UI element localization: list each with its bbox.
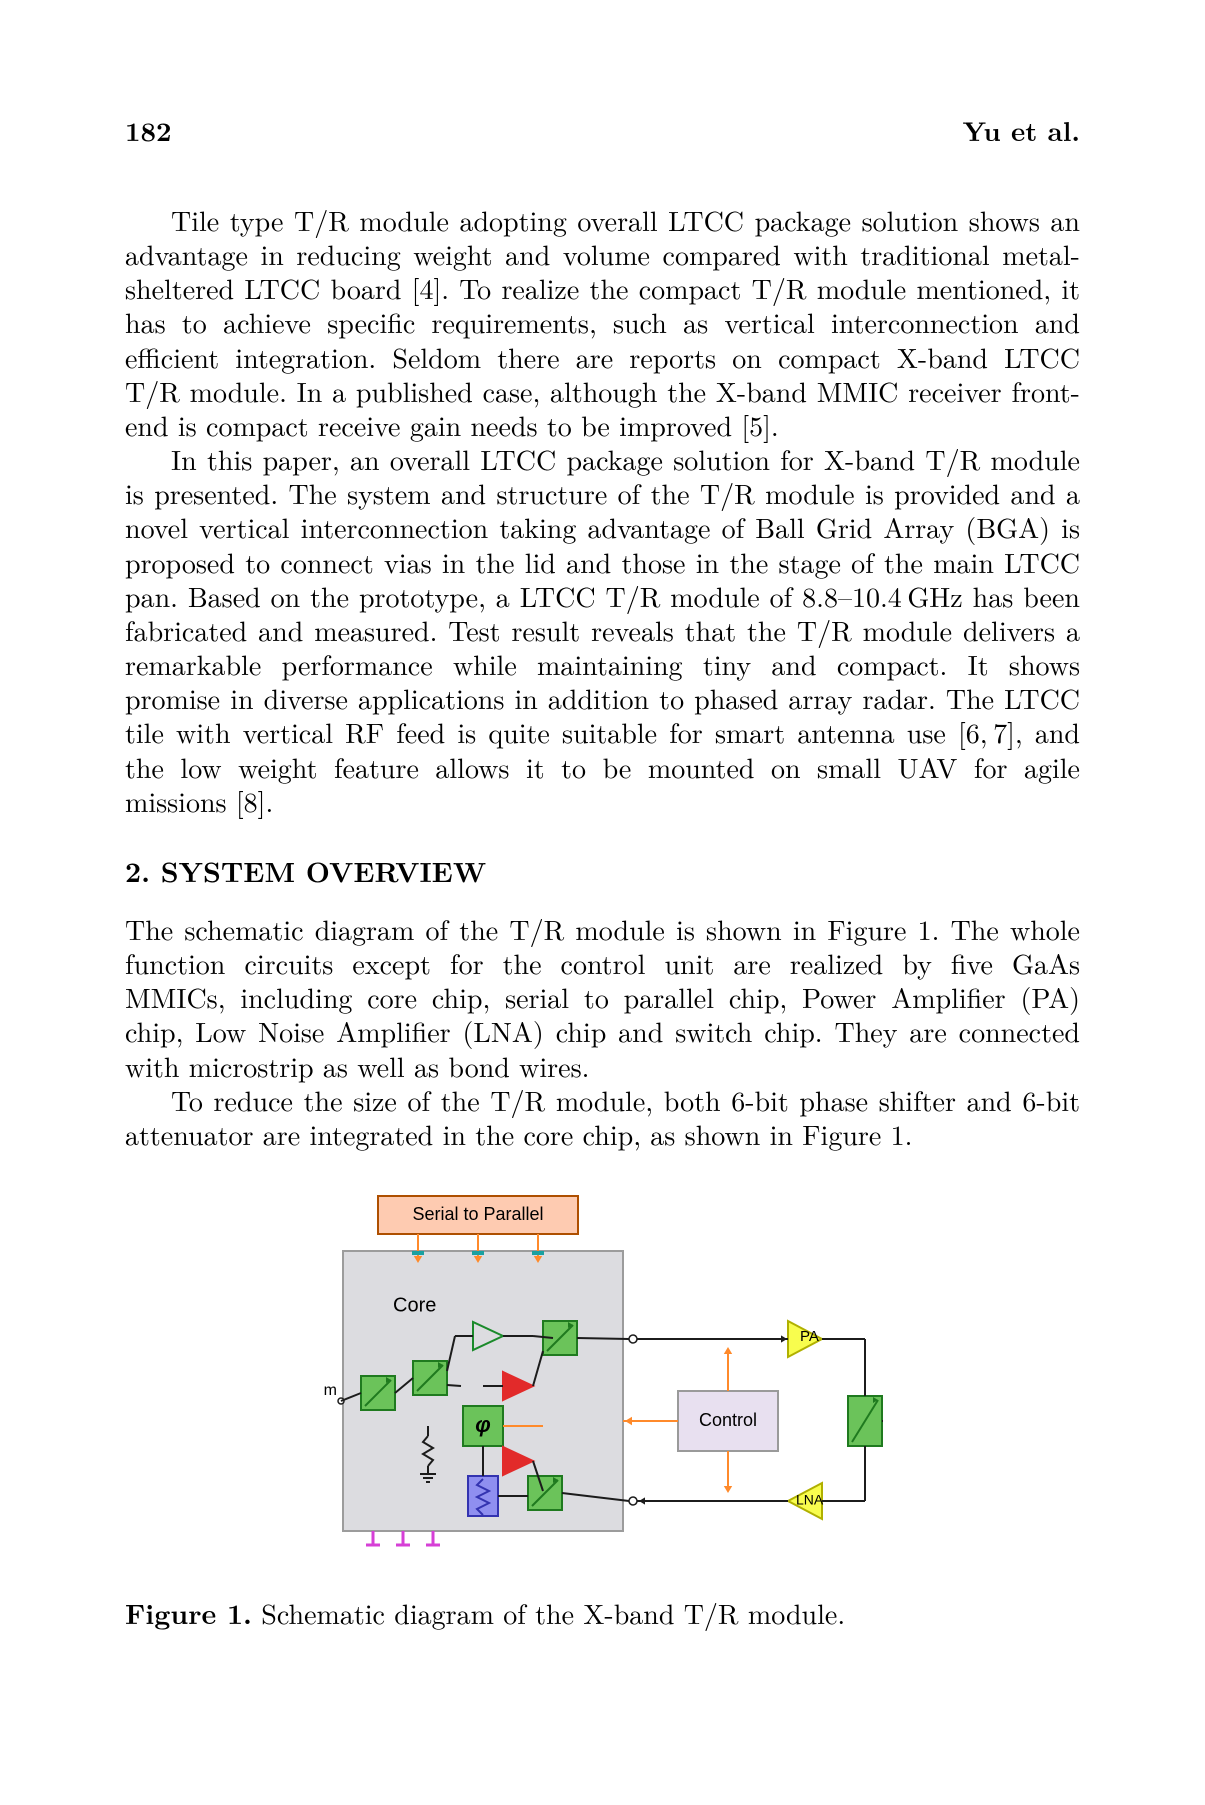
svg-text:Core: Core [393,1294,436,1316]
paragraph-3: The schematic diagram of the T/R module … [125,912,1080,1083]
paragraph-1: Tile type T/R module adopting overall LT… [125,203,1080,442]
running-head: 182 Yu et al. [125,110,1080,149]
paragraph-2: In this paper, an overall LTCC package s… [125,442,1080,818]
svg-text:Com: Com [323,1382,337,1399]
figure-caption: Figure 1. Schematic diagram of the X-ban… [125,1593,1080,1633]
svg-text:Control: Control [698,1410,756,1430]
page-number: 182 [125,110,172,149]
figure-caption-text: Schematic diagram of the X-band T/R modu… [252,1593,845,1633]
svg-text:φ: φ [475,1412,490,1437]
svg-text:PA: PA [800,1328,819,1345]
svg-text:LNA: LNA [796,1492,824,1508]
section-heading: 2. SYSTEM OVERVIEW [125,854,1080,888]
figure-label: Figure 1. [125,1593,252,1633]
svg-text:Serial to Parallel: Serial to Parallel [412,1204,543,1224]
page: 182 Yu et al. Tile type T/R module adopt… [0,0,1205,1805]
authors-running: Yu et al. [963,110,1080,149]
schematic-diagram: Core Serial to Parallel Com φ Control PA LNA [323,1191,883,1561]
figure-1: Core Serial to Parallel Com φ Control PA LNA F… [125,1191,1080,1633]
paragraph-4: To reduce the size of the T/R module, bo… [125,1083,1080,1151]
body-text: Tile type T/R module adopting overall LT… [125,203,1080,1151]
